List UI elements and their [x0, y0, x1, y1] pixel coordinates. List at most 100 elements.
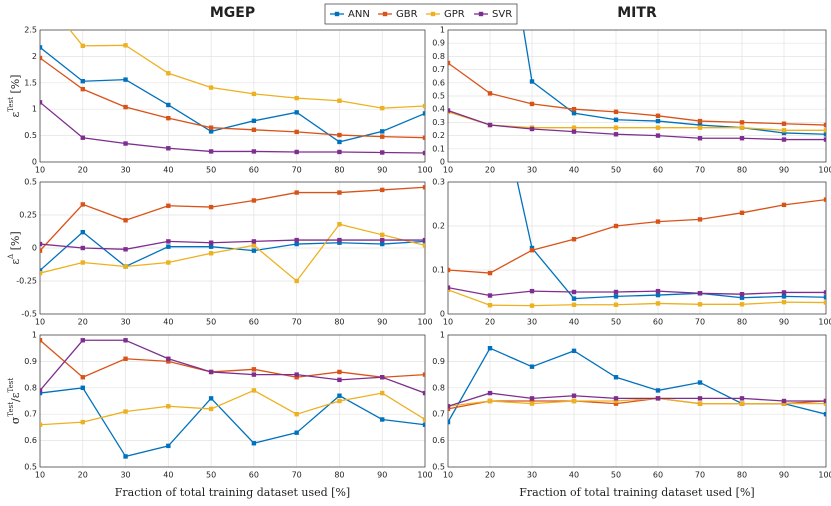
x-tick-label: 70	[292, 471, 302, 480]
x-tick-label: 10	[443, 166, 453, 175]
y-label-part: [%]	[9, 75, 22, 98]
point	[380, 150, 385, 155]
point	[781, 290, 787, 295]
point	[571, 296, 577, 301]
x-tick-label: 30	[120, 166, 130, 175]
point	[448, 404, 451, 409]
point	[571, 302, 577, 307]
series-line	[40, 387, 425, 458]
point	[422, 243, 425, 248]
point	[448, 108, 451, 113]
point	[781, 130, 787, 136]
point	[166, 203, 171, 208]
point	[655, 396, 661, 401]
y-tick-label: 0.1	[432, 144, 445, 153]
legend-box	[324, 3, 518, 25]
y-label-part: Test	[7, 402, 15, 417]
series-line	[40, 339, 425, 394]
point	[294, 190, 299, 195]
point	[697, 396, 703, 401]
series-line	[40, 101, 425, 154]
x-tick-label: 90	[779, 166, 789, 175]
x-tick-label: 80	[737, 318, 747, 327]
point	[739, 136, 745, 141]
point	[613, 117, 619, 122]
point	[571, 348, 577, 354]
point	[380, 241, 385, 247]
point	[166, 71, 171, 76]
x-tick-label: 50	[611, 471, 621, 480]
point	[823, 290, 826, 295]
point	[422, 103, 425, 109]
point	[697, 291, 703, 296]
y-tick-label: 0.4	[432, 105, 445, 114]
point	[697, 380, 703, 385]
y-label-part: Test	[7, 378, 15, 393]
point	[823, 412, 826, 417]
point	[294, 430, 299, 435]
point	[823, 401, 826, 406]
point	[251, 127, 257, 132]
point	[655, 388, 661, 393]
point	[823, 137, 826, 142]
point	[422, 372, 425, 377]
y-tick-label: 0.3	[432, 118, 445, 127]
point	[655, 125, 661, 130]
x-tick-label: 60	[249, 318, 259, 327]
point	[166, 115, 171, 121]
x-tick-label: 20	[78, 318, 88, 327]
point	[571, 393, 577, 398]
point	[40, 422, 43, 427]
x-tick-label: 60	[653, 318, 663, 327]
series-line	[448, 397, 826, 407]
y-tick-label: 0.1	[432, 266, 445, 275]
point	[380, 129, 385, 134]
y-tick-label: 0.5	[24, 131, 37, 140]
point	[781, 121, 787, 126]
point	[166, 239, 171, 244]
point	[781, 137, 787, 142]
y-tick-label: 1	[32, 105, 37, 114]
point	[251, 198, 257, 203]
point	[739, 210, 745, 215]
point	[739, 292, 745, 297]
x-tick-label: 40	[163, 166, 173, 175]
point	[208, 244, 214, 249]
y-tick-label: 0.6	[432, 78, 445, 87]
y-tick-label: 0.7	[24, 410, 37, 419]
x-tick-label: 30	[120, 318, 130, 327]
series-line	[40, 239, 425, 250]
point	[40, 388, 43, 393]
point	[739, 125, 745, 130]
point	[123, 141, 128, 146]
point	[380, 232, 385, 237]
y-tick-label: -0.5	[21, 310, 37, 319]
x-tick-label: 30	[527, 318, 537, 327]
series-line	[448, 289, 826, 307]
point	[487, 91, 493, 96]
y-tick-label: 0.3	[432, 178, 445, 187]
y-tick-label: 0.6	[24, 436, 37, 445]
x-tick-label: 30	[527, 166, 537, 175]
point	[80, 79, 85, 84]
point	[529, 303, 535, 308]
x-tick-label: 60	[249, 471, 259, 480]
y-tick-label: 0.2	[432, 222, 445, 231]
point	[422, 422, 425, 427]
x-tick-label: 70	[695, 318, 705, 327]
x-tick-label: 70	[292, 318, 302, 327]
point	[613, 302, 619, 307]
point	[422, 135, 425, 140]
series-line	[40, 186, 425, 252]
point	[739, 401, 745, 406]
point	[251, 91, 257, 97]
point	[208, 251, 214, 256]
x-tick-label: 30	[527, 471, 537, 480]
y-tick-label: 0.2	[432, 131, 445, 140]
x-tick-label: 50	[611, 318, 621, 327]
point	[166, 359, 171, 364]
point	[448, 419, 451, 425]
plot-frame	[447, 181, 827, 315]
point	[337, 240, 342, 245]
point	[487, 390, 493, 396]
